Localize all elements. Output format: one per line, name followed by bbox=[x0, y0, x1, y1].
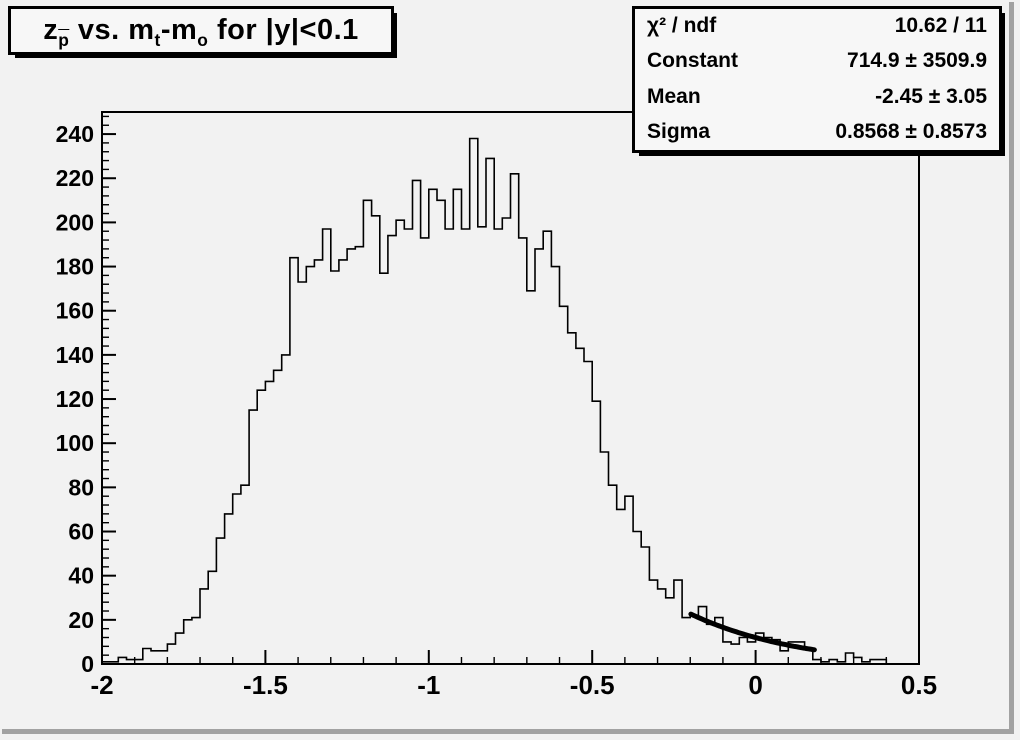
canvas-bevel-right bbox=[1009, 2, 1014, 734]
y-tick-label: 20 bbox=[68, 607, 94, 633]
title-segment: z bbox=[43, 14, 59, 46]
plot-title-box: zp vs. mt-mo for |y|<0.1 bbox=[8, 6, 394, 55]
title-segment: vs. m bbox=[69, 14, 155, 46]
stats-box: χ² / ndf 10.62 / 11 Constant 714.9 ± 3509.9… bbox=[632, 6, 1002, 153]
y-tick-label: 120 bbox=[56, 386, 94, 412]
x-tick-label: 0.5 bbox=[901, 670, 937, 700]
stat-label: Sigma bbox=[647, 119, 711, 143]
stats-row: Mean -2.45 ± 3.05 bbox=[647, 85, 987, 109]
y-tick-label: 200 bbox=[56, 209, 94, 235]
y-tick-label: 60 bbox=[68, 519, 94, 545]
plot-frame bbox=[101, 111, 920, 665]
stats-row: Sigma 0.8568 ± 0.8573 bbox=[647, 120, 987, 144]
x-tick-label: 0 bbox=[748, 670, 762, 700]
x-tick-label: -2 bbox=[90, 670, 113, 700]
stat-value: 10.62 / 11 bbox=[894, 14, 987, 37]
histogram-step-line bbox=[101, 137, 919, 665]
y-tick-label: 0 bbox=[81, 651, 94, 677]
y-axis-ticks bbox=[102, 115, 116, 665]
canvas-bevel-bottom bbox=[2, 729, 1014, 734]
stat-label: χ² / ndf bbox=[647, 14, 717, 37]
title-segment: -m bbox=[160, 14, 198, 46]
y-tick-label: 240 bbox=[56, 121, 94, 147]
stats-row: χ² / ndf 10.62 / 11 bbox=[647, 14, 987, 38]
x-tick-label: -1.5 bbox=[243, 670, 288, 700]
y-tick-label: 80 bbox=[68, 474, 94, 500]
x-tick-label: -0.5 bbox=[570, 670, 615, 700]
title-segment: t bbox=[154, 29, 161, 50]
stat-label: Mean bbox=[647, 84, 701, 108]
stat-value: 714.9 ± 3509.9 bbox=[847, 49, 987, 73]
y-tick-label: 40 bbox=[68, 563, 94, 589]
y-tick-label: 160 bbox=[56, 298, 94, 324]
stat-label: Constant bbox=[647, 49, 738, 73]
title-segment: p bbox=[58, 29, 70, 50]
y-tick-label: 100 bbox=[56, 430, 94, 456]
stats-row: Constant 714.9 ± 3509.9 bbox=[647, 49, 987, 73]
y-tick-label: 220 bbox=[56, 165, 94, 191]
stat-value: -2.45 ± 3.05 bbox=[875, 84, 987, 108]
y-tick-label: 180 bbox=[56, 254, 94, 280]
plot-title: zp vs. mt-mo for |y|<0.1 bbox=[43, 14, 359, 50]
gaussian-fit-curve bbox=[688, 611, 817, 653]
stat-value: 0.8568 ± 0.8573 bbox=[835, 119, 987, 143]
x-axis-ticks bbox=[101, 650, 920, 664]
x-tick-label: -1 bbox=[417, 670, 440, 700]
y-tick-label: 140 bbox=[56, 342, 94, 368]
title-segment: o bbox=[197, 29, 209, 50]
title-segment: for |y|<0.1 bbox=[208, 14, 359, 46]
